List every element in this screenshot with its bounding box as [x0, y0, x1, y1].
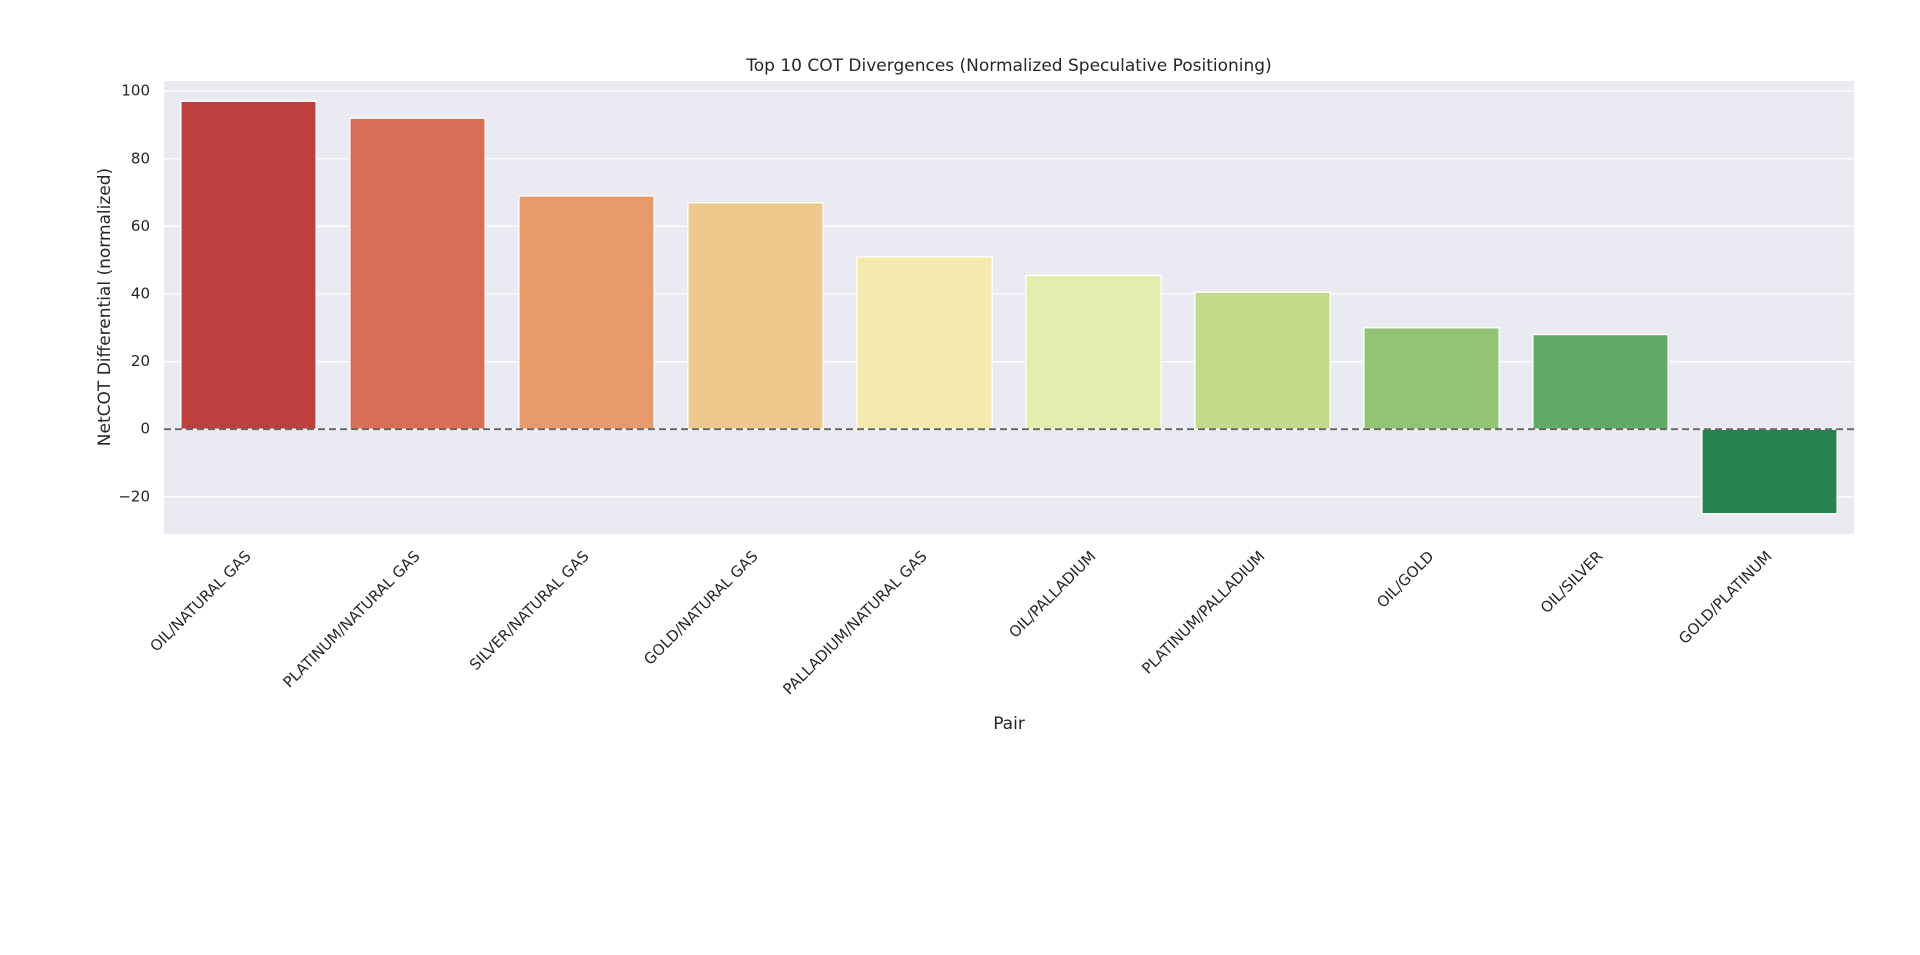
bar: [349, 117, 486, 430]
x-tick-label: OIL/SILVER: [1537, 547, 1607, 617]
x-axis-label: Pair: [993, 714, 1025, 734]
y-tick-label: 100: [121, 82, 150, 100]
x-tick-label: PLATINUM/PALLADIUM: [1138, 547, 1268, 677]
y-tick-label: 80: [131, 149, 150, 167]
bar: [180, 100, 317, 430]
y-tick-label: 60: [131, 217, 150, 235]
bar: [1532, 333, 1669, 430]
x-tick-label: PLATINUM/NATURAL GAS: [279, 547, 423, 691]
bar: [687, 202, 824, 430]
x-tick-label: SILVER/NATURAL GAS: [466, 547, 593, 674]
bar: [1363, 327, 1500, 430]
y-tick-label: 40: [131, 284, 150, 302]
bar: [1194, 291, 1331, 430]
bar: [1701, 428, 1838, 515]
chart-title: Top 10 COT Divergences (Normalized Specu…: [745, 56, 1271, 76]
bar: [518, 195, 655, 430]
x-tick-label: PALLADIUM/NATURAL GAS: [779, 547, 930, 698]
y-tick-label: 20: [131, 352, 150, 370]
x-tick-label: OIL/NATURAL GAS: [147, 547, 255, 655]
bar: [856, 256, 993, 430]
y-tick-label: 0: [140, 420, 150, 438]
x-tick-label: GOLD/PLATINUM: [1675, 547, 1775, 647]
x-tick-label: OIL/GOLD: [1373, 547, 1437, 611]
y-axis-label: NetCOT Differential (normalized): [95, 168, 115, 446]
y-tick-label: −20: [118, 487, 150, 505]
bar: [1025, 274, 1162, 430]
x-tick-label: OIL/PALLADIUM: [1005, 547, 1099, 641]
x-tick-label: GOLD/NATURAL GAS: [640, 547, 761, 668]
